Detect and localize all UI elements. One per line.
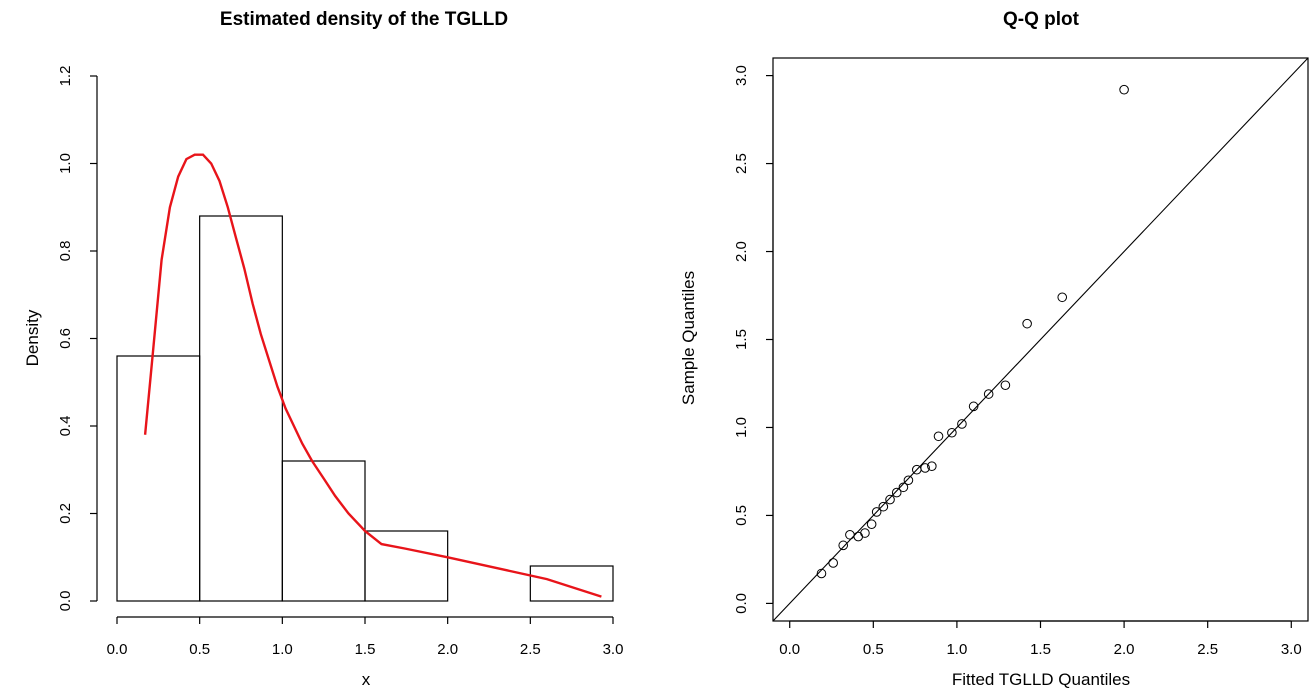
histogram-bar xyxy=(529,565,614,602)
qq-point xyxy=(866,519,877,530)
qq-point xyxy=(968,401,979,412)
density-y-tick-label: 0.0 xyxy=(57,591,74,612)
qq-point xyxy=(871,507,882,517)
qq-point xyxy=(920,463,930,473)
qq-x-tick-label: 1.5 xyxy=(1030,641,1051,658)
density-x-tick-label: 1.5 xyxy=(355,641,376,658)
qq-y-tick-label: 1.5 xyxy=(733,329,750,350)
qq-y-tick-label: 2.0 xyxy=(733,241,750,262)
histogram-bar xyxy=(364,530,449,602)
qq-y-tick-label: 0.5 xyxy=(733,505,750,526)
qq-point xyxy=(891,487,902,498)
density-x-tick-label: 3.0 xyxy=(603,641,624,658)
qq-y-tick-label: 1.0 xyxy=(733,417,750,438)
qq-points xyxy=(816,84,1129,579)
qq-y-tick-label: 2.5 xyxy=(733,153,750,174)
qq-point xyxy=(885,494,895,505)
density-chart-title: Estimated density of the TGLLD xyxy=(220,9,508,30)
histogram-bars xyxy=(116,215,614,602)
qq-point xyxy=(983,389,994,399)
qq-x-tick-label: 1.0 xyxy=(946,641,967,658)
density-x-tick-label: 2.0 xyxy=(437,641,458,658)
density-y-tick-label: 0.4 xyxy=(57,416,74,437)
density-histogram-panel: Estimated density of the TGLLD x Density… xyxy=(23,9,623,689)
density-x-axis-label: x xyxy=(362,670,371,689)
density-y-tick-label: 0.8 xyxy=(57,241,74,262)
histogram-bar xyxy=(281,460,366,602)
density-y-axis-label: Density xyxy=(23,309,42,366)
qq-chart-title: Q-Q plot xyxy=(1003,9,1080,30)
qq-y-axis-label: Sample Quantiles xyxy=(679,271,698,405)
density-curve-line xyxy=(143,153,602,598)
qq-x-tick-label: 2.5 xyxy=(1197,641,1218,658)
density-curve-group xyxy=(143,153,602,598)
qq-point xyxy=(1022,318,1032,329)
qq-reference-line-group xyxy=(772,57,1309,622)
qq-point xyxy=(1119,84,1129,95)
qq-point xyxy=(838,540,849,551)
density-y-axis: 0.0 0.2 0.4 0.6 0.8 1.0 1.2 xyxy=(57,66,98,612)
qq-x-tick-label: 0.0 xyxy=(779,641,800,658)
qq-point xyxy=(828,558,838,568)
density-x-tick-label: 2.5 xyxy=(520,641,541,658)
density-y-tick-label: 0.6 xyxy=(57,328,74,349)
qq-point xyxy=(878,501,889,512)
qq-x-tick-label: 3.0 xyxy=(1281,641,1302,658)
density-x-tick-label: 1.0 xyxy=(272,641,293,658)
qq-point xyxy=(845,529,855,540)
qq-point xyxy=(933,431,944,442)
qq-point xyxy=(860,528,870,538)
density-y-tick-label: 1.0 xyxy=(57,153,74,174)
density-x-tick-label: 0.0 xyxy=(107,641,128,658)
histogram-bar xyxy=(116,355,201,602)
qq-point xyxy=(927,461,937,471)
qq-x-axis-label: Fitted TGLLD Quantiles xyxy=(952,670,1130,689)
qq-point xyxy=(947,427,957,438)
qq-point xyxy=(1057,292,1068,303)
qq-point xyxy=(898,482,909,493)
qq-x-tick-label: 2.0 xyxy=(1114,641,1135,658)
qq-y-tick-label: 3.0 xyxy=(733,65,750,86)
density-x-axis: 0.0 0.5 1.0 1.5 2.0 2.5 3.0 xyxy=(107,616,624,658)
qq-point xyxy=(957,419,967,429)
qq-plot-panel: Q-Q plot Fitted TGLLD Quantiles Sample Q… xyxy=(679,9,1309,689)
qq-y-tick-label: 0.0 xyxy=(733,593,750,614)
qq-point xyxy=(1000,380,1011,391)
density-x-tick-label: 0.5 xyxy=(189,641,210,658)
qq-point xyxy=(853,531,864,542)
histogram-bar xyxy=(199,215,283,602)
qq-x-tick-label: 0.5 xyxy=(863,641,884,658)
qq-y-axis: 0.0 0.5 1.0 1.5 2.0 2.5 3.0 xyxy=(733,65,774,614)
qq-point xyxy=(903,475,914,486)
density-y-tick-label: 1.2 xyxy=(57,66,74,87)
qq-reference-line xyxy=(772,57,1309,622)
qq-x-axis: 0.0 0.5 1.0 1.5 2.0 2.5 3.0 xyxy=(779,620,1302,658)
density-y-tick-label: 0.2 xyxy=(57,503,74,524)
qq-point xyxy=(816,568,827,579)
